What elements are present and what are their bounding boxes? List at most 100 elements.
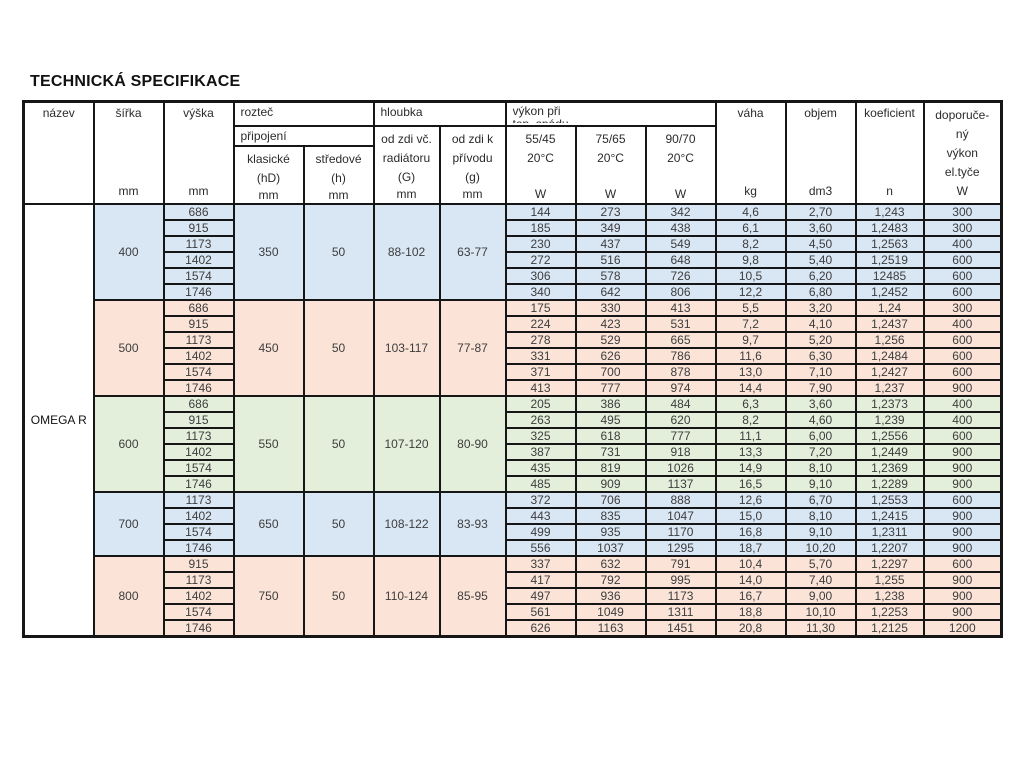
cell-vaha: 18,8 bbox=[714, 603, 787, 621]
cell-power-90-70: 1047 bbox=[644, 507, 717, 525]
cell-doporuceny-vykon: 900 bbox=[922, 379, 1003, 397]
cell-objem: 3,60 bbox=[784, 395, 857, 413]
cell-power-55-45: 331 bbox=[504, 347, 577, 365]
cell-koeficient: 1,2311 bbox=[854, 523, 925, 541]
table-row: 1574 499 935 1170 16,8 9,10 1,2311 900 bbox=[24, 523, 1003, 541]
cell-power-55-45: 443 bbox=[504, 507, 577, 525]
table-row: 1402 387 731 918 13,3 7,20 1,2449 900 bbox=[24, 443, 1003, 461]
cell-vaha: 16,8 bbox=[714, 523, 787, 541]
cell-klasicke: 750 bbox=[232, 555, 305, 638]
cell-vyska: 1173 bbox=[162, 331, 235, 349]
cell-power-55-45: 230 bbox=[504, 235, 577, 253]
cell-vaha: 11,1 bbox=[714, 427, 787, 445]
cell-hloubka-g: 103-117 bbox=[372, 299, 441, 397]
cell-koeficient: 1,2207 bbox=[854, 539, 925, 557]
table-row: 500 686 450 50 103-117 77-87 175 330 413 5,5 3,20 1… bbox=[24, 299, 1003, 397]
cell-stredove: 50 bbox=[302, 491, 375, 557]
cell-doporuceny-vykon: 900 bbox=[922, 523, 1003, 541]
cell-vyska: 1173 bbox=[162, 491, 235, 509]
cell-power-75-65: 819 bbox=[574, 459, 647, 477]
cell-power-75-65: 626 bbox=[574, 347, 647, 365]
cell-doporuceny-vykon: 900 bbox=[922, 539, 1003, 557]
cell-power-90-70: 484 bbox=[644, 395, 717, 413]
cell-objem: 7,20 bbox=[784, 443, 857, 461]
table-row: 1746 340 642 806 12,2 6,80 1,2452 600 bbox=[24, 283, 1003, 301]
table-row: 915 263 495 620 8,2 4,60 1,239 400 bbox=[24, 411, 1003, 429]
table-row: 1574 371 700 878 13,0 7,10 1,2427 600 bbox=[24, 363, 1003, 381]
cell-vyska: 1173 bbox=[162, 235, 235, 253]
cell-vyska: 915 bbox=[162, 555, 235, 573]
cell-klasicke: 450 bbox=[232, 299, 305, 397]
cell-doporuceny-vykon: 900 bbox=[922, 443, 1003, 461]
table-row: 1574 435 819 1026 14,9 8,10 1,2369 900 bbox=[24, 459, 1003, 477]
cell-power-90-70: 531 bbox=[644, 315, 717, 333]
cell-product-name: OMEGA R bbox=[22, 203, 95, 638]
cell-koeficient: 1,2449 bbox=[854, 443, 925, 461]
cell-vaha: 14,9 bbox=[714, 459, 787, 477]
cell-objem: 9,10 bbox=[784, 523, 857, 541]
cell-stredove: 50 bbox=[302, 395, 375, 493]
cell-vyska: 1402 bbox=[162, 251, 235, 269]
cell-doporuceny-vykon: 900 bbox=[922, 507, 1003, 525]
table-row: 1746 626 1163 1451 20,8 11,30 1,2125 1200 bbox=[24, 619, 1003, 638]
cell-vyska: 1746 bbox=[162, 379, 235, 397]
cell-vaha: 14,0 bbox=[714, 571, 787, 589]
table-row: 1746 485 909 1137 16,5 9,10 1,2289 900 bbox=[24, 475, 1003, 493]
cell-power-90-70: 995 bbox=[644, 571, 717, 589]
cell-vyska: 1746 bbox=[162, 283, 235, 301]
cell-hloubka-g: 88-102 bbox=[372, 203, 441, 301]
cell-vaha: 4,6 bbox=[714, 203, 787, 221]
cell-power-90-70: 878 bbox=[644, 363, 717, 381]
cell-power-55-45: 263 bbox=[504, 411, 577, 429]
cell-objem: 5,40 bbox=[784, 251, 857, 269]
cell-power-90-70: 665 bbox=[644, 331, 717, 349]
cell-doporuceny-vykon: 900 bbox=[922, 475, 1003, 493]
cell-power-75-65: 618 bbox=[574, 427, 647, 445]
cell-power-75-65: 1037 bbox=[574, 539, 647, 557]
cell-power-55-45: 144 bbox=[504, 203, 577, 221]
cell-power-75-65: 495 bbox=[574, 411, 647, 429]
cell-koeficient: 1,2563 bbox=[854, 235, 925, 253]
table-row: 1173 278 529 665 9,7 5,20 1,256 600 bbox=[24, 331, 1003, 349]
cell-koeficient: 1,238 bbox=[854, 587, 925, 605]
cell-vaha: 15,0 bbox=[714, 507, 787, 525]
table-row: 915 224 423 531 7,2 4,10 1,2437 400 bbox=[24, 315, 1003, 333]
col-header-doporuceny: doporuče- ný výkon el.tyče W bbox=[922, 100, 1003, 205]
table-row: 1173 230 437 549 8,2 4,50 1,2563 400 bbox=[24, 235, 1003, 253]
cell-doporuceny-vykon: 900 bbox=[922, 571, 1003, 589]
cell-doporuceny-vykon: 600 bbox=[922, 555, 1003, 573]
cell-objem: 3,20 bbox=[784, 299, 857, 317]
cell-hloubka-g: 107-120 bbox=[372, 395, 441, 493]
cell-doporuceny-vykon: 300 bbox=[922, 203, 1003, 221]
cell-power-75-65: 273 bbox=[574, 203, 647, 221]
cell-sirka: 600 bbox=[92, 395, 165, 493]
table-row: 1402 272 516 648 9,8 5,40 1,2519 600 bbox=[24, 251, 1003, 269]
cell-vaha: 7,2 bbox=[714, 315, 787, 333]
cell-objem: 6,70 bbox=[784, 491, 857, 509]
cell-power-55-45: 387 bbox=[504, 443, 577, 461]
cell-sirka: 700 bbox=[92, 491, 165, 557]
cell-vaha: 18,7 bbox=[714, 539, 787, 557]
cell-objem: 10,20 bbox=[784, 539, 857, 557]
cell-power-75-65: 330 bbox=[574, 299, 647, 317]
cell-stredove: 50 bbox=[302, 299, 375, 397]
cell-power-55-45: 185 bbox=[504, 219, 577, 237]
cell-power-90-70: 342 bbox=[644, 203, 717, 221]
cell-power-75-65: 731 bbox=[574, 443, 647, 461]
cell-power-90-70: 1170 bbox=[644, 523, 717, 541]
cell-doporuceny-vykon: 400 bbox=[922, 411, 1003, 429]
cell-doporuceny-vykon: 900 bbox=[922, 459, 1003, 477]
cell-objem: 9,00 bbox=[784, 587, 857, 605]
cell-vyska: 1173 bbox=[162, 571, 235, 589]
col-header-hloubka: hloubka bbox=[372, 100, 507, 127]
table-row: 1173 417 792 995 14,0 7,40 1,255 900 bbox=[24, 571, 1003, 589]
cell-koeficient: 1,239 bbox=[854, 411, 925, 429]
cell-hloubka-g2: 83-93 bbox=[438, 491, 507, 557]
cell-vaha: 11,6 bbox=[714, 347, 787, 365]
cell-vaha: 10,4 bbox=[714, 555, 787, 573]
cell-power-75-65: 529 bbox=[574, 331, 647, 349]
cell-power-55-45: 175 bbox=[504, 299, 577, 317]
cell-power-75-65: 792 bbox=[574, 571, 647, 589]
table-row: 1402 443 835 1047 15,0 8,10 1,2415 900 bbox=[24, 507, 1003, 525]
cell-power-55-45: 499 bbox=[504, 523, 577, 541]
